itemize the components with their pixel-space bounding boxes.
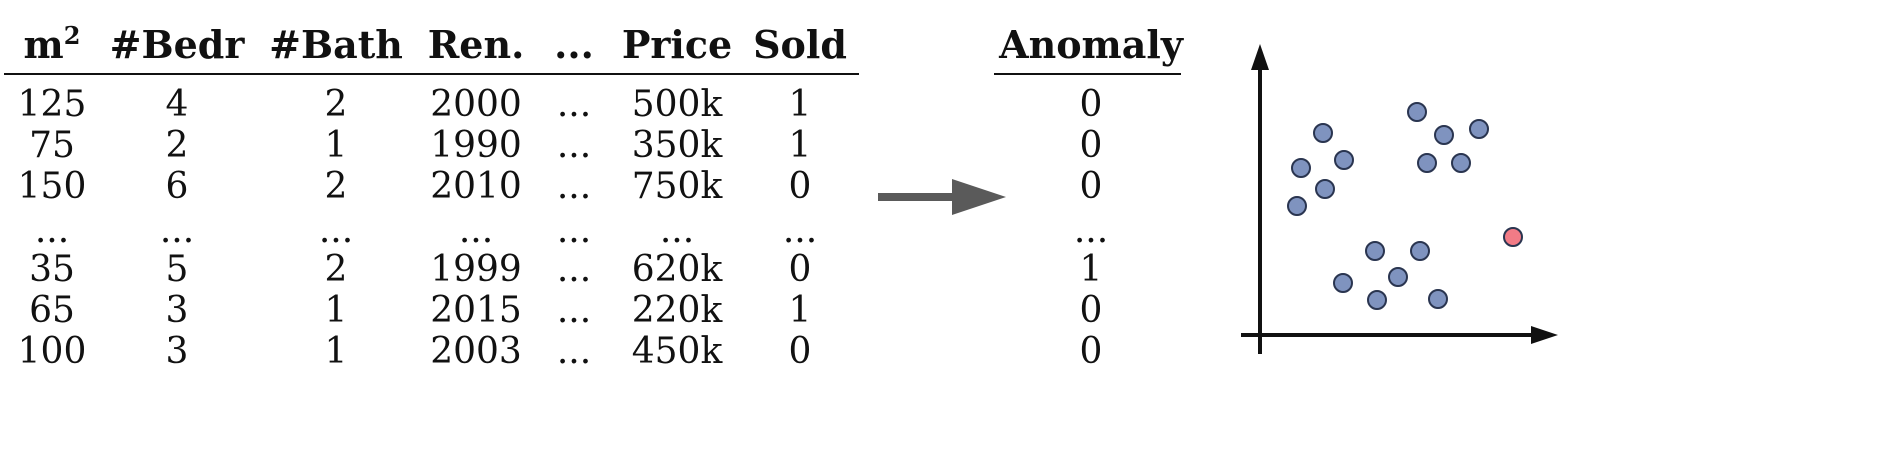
table-cell: 0 — [788, 249, 812, 290]
table-cell: 2015 — [430, 290, 522, 331]
scatter-point — [1388, 267, 1408, 287]
table-cell: 75 — [29, 125, 75, 166]
table-cell: 6 — [165, 166, 189, 207]
table-cell: 2010 — [430, 166, 522, 207]
anomaly-cell: 0 — [1079, 290, 1103, 331]
table-cell: ... — [556, 125, 592, 166]
y-axis-arrowhead — [1251, 44, 1269, 70]
scatter-point — [1287, 196, 1307, 216]
scatter-point — [1313, 123, 1333, 143]
table-cell: ... — [782, 210, 818, 251]
anomaly-point — [1503, 227, 1523, 247]
scatter-point — [1451, 153, 1471, 173]
table-cell: 1 — [324, 125, 348, 166]
table-cell: 5 — [165, 249, 189, 290]
scatter-point — [1417, 153, 1437, 173]
table-cell: 3 — [165, 290, 189, 331]
table-cell: 3 — [165, 331, 189, 372]
table-cell: ... — [556, 166, 592, 207]
table-cell: 1 — [788, 125, 812, 166]
table-cell: 2 — [324, 249, 348, 290]
table-cell: 620k — [631, 249, 723, 290]
table-cell: 125 — [17, 84, 87, 125]
table-cell: 750k — [631, 166, 723, 207]
table-cell: 1 — [788, 290, 812, 331]
table-cell: ... — [659, 210, 695, 251]
scatter-point — [1315, 179, 1335, 199]
table-cell: ... — [34, 210, 70, 251]
anomaly-cell: 0 — [1079, 84, 1103, 125]
anomaly-header-rule — [994, 73, 1181, 75]
table-cell: 2 — [165, 125, 189, 166]
table-header-rule — [4, 73, 859, 75]
scatter-points — [1287, 102, 1523, 310]
table-cell: 1 — [324, 331, 348, 372]
table-cell: ... — [318, 210, 354, 251]
scatter-point — [1428, 289, 1448, 309]
scatter-point — [1334, 150, 1354, 170]
table-cell: 1999 — [430, 249, 522, 290]
scatter-point — [1469, 119, 1489, 139]
scatter-axes — [1241, 44, 1558, 354]
table-cell: 4 — [165, 84, 189, 125]
table-cell: 100 — [17, 331, 87, 372]
header-bedrooms: #Bedr — [109, 22, 245, 67]
table-cell: ... — [159, 210, 195, 251]
table-cell: 2 — [324, 84, 348, 125]
scatter-point — [1367, 290, 1387, 310]
scatter-point — [1434, 125, 1454, 145]
table-cell: 500k — [631, 84, 723, 125]
table-cell: 1 — [324, 290, 348, 331]
table-cell: 1 — [788, 84, 812, 125]
x-axis-arrowhead — [1531, 326, 1558, 344]
anomaly-cell: 0 — [1079, 125, 1103, 166]
header-sold: Sold — [753, 22, 847, 67]
table-cell: ... — [556, 249, 592, 290]
table-cell: 150 — [17, 166, 87, 207]
anomaly-cell: 1 — [1079, 249, 1103, 290]
scatter-point — [1333, 273, 1353, 293]
table-cell: ... — [556, 210, 592, 251]
arrow-head — [952, 179, 1006, 215]
header-renovated: Ren. — [427, 22, 525, 67]
header-area: m2 — [23, 21, 81, 67]
table-cell: ... — [556, 84, 592, 125]
scatter-point — [1410, 241, 1430, 261]
header-ellipsis: ... — [554, 22, 594, 67]
table-cell: ... — [556, 331, 592, 372]
table-cell: 220k — [631, 290, 723, 331]
scatter-point — [1291, 158, 1311, 178]
table-cell: 2000 — [430, 84, 522, 125]
scatter-point — [1365, 241, 1385, 261]
anomaly-cell: 0 — [1079, 166, 1103, 207]
table-cell: 2003 — [430, 331, 522, 372]
table-cell: 0 — [788, 166, 812, 207]
header-anomaly: Anomaly — [999, 22, 1183, 67]
table-cell: ... — [556, 290, 592, 331]
anomaly-cell: 0 — [1079, 331, 1103, 372]
anomaly-cell: ... — [1073, 210, 1109, 251]
table-cell: 35 — [29, 249, 75, 290]
table-cell: 65 — [29, 290, 75, 331]
table-cell: 450k — [631, 331, 723, 372]
scatter-point — [1407, 102, 1427, 122]
table-cell: 350k — [631, 125, 723, 166]
header-bathrooms: #Bath — [269, 22, 403, 67]
table-cell: 1990 — [430, 125, 522, 166]
transform-arrow — [878, 179, 1006, 215]
table-cell: 2 — [324, 166, 348, 207]
table-cell: 0 — [788, 331, 812, 372]
header-price: Price — [621, 22, 733, 67]
table-cell: ... — [458, 210, 494, 251]
